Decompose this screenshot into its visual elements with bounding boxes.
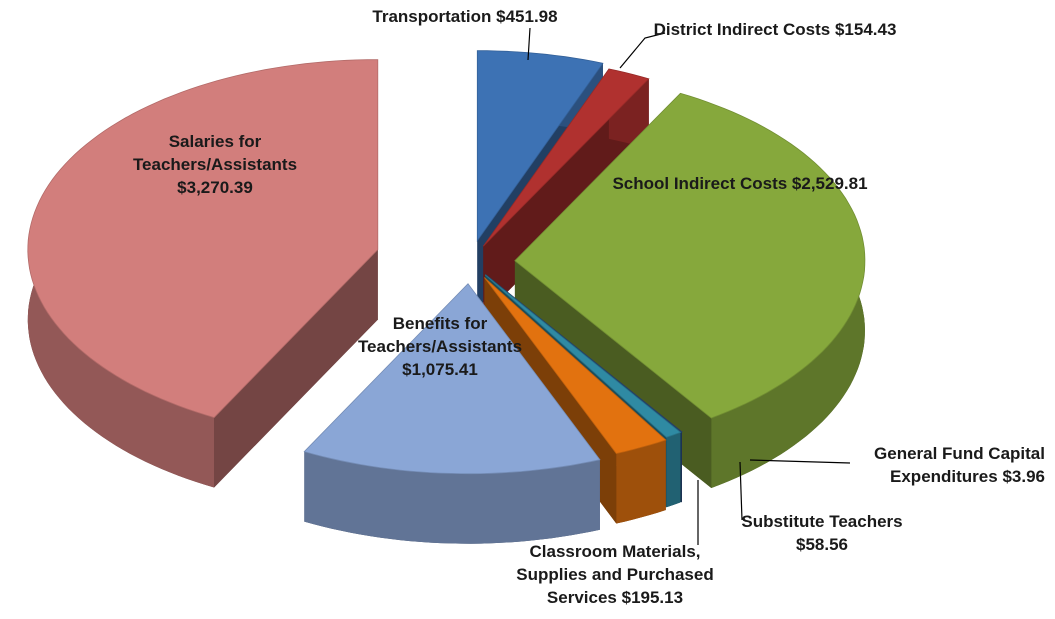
value-label: $154.43 (834, 20, 897, 39)
value-label: $451.98 (496, 7, 558, 26)
category-name: District Indirect Costs (653, 20, 831, 39)
slice-top (484, 274, 682, 438)
slice-label: General Fund Capital Expenditures $3.96 (800, 442, 1045, 488)
slice-label: Salaries for Teachers/Assistants $3,270.… (105, 130, 325, 199)
category-name: Transportation (372, 7, 492, 26)
value-label: $2,529.81 (791, 174, 868, 193)
leader-line (749, 459, 851, 464)
category-name: General Fund Capital Expenditures (874, 444, 1045, 486)
slice-top (484, 277, 667, 454)
value-label: $3,270.39 (177, 178, 253, 197)
slice-label: Benefits for Teachers/Assistants $1,075.… (330, 312, 550, 381)
category-name: School Indirect Costs (612, 174, 788, 193)
slice-label: Transportation $451.98 (330, 5, 600, 28)
value-label: $195.13 (621, 588, 684, 607)
slice-rim (666, 432, 681, 508)
slice-rim (616, 440, 666, 524)
slice-label: District Indirect Costs $154.43 (650, 18, 900, 41)
slice (27, 59, 379, 488)
slice-top (482, 68, 650, 247)
slice-rim (681, 431, 682, 503)
slice-top (27, 59, 379, 418)
slice (303, 283, 601, 544)
category-name: Benefits for Teachers/Assistants (357, 314, 523, 356)
value-label: $1,075.41 (402, 360, 478, 379)
leader-line (739, 461, 743, 521)
category-name: Salaries for Teachers/Assistants (132, 132, 298, 174)
category-name: Substitute Teachers (741, 512, 903, 531)
category-name: Classroom Materials, Supplies and Purcha… (516, 542, 714, 607)
slice-rim (304, 451, 600, 544)
slice (514, 92, 866, 489)
slice-top (303, 283, 601, 475)
slice-top (476, 50, 604, 242)
leader-line (527, 27, 531, 61)
slice-label: Classroom Materials, Supplies and Purcha… (495, 540, 735, 609)
slice-wall (214, 249, 378, 488)
value-label: $3.96 (1002, 467, 1045, 486)
slice-top (514, 92, 866, 419)
slice-top (485, 274, 683, 433)
leader-line (619, 32, 666, 69)
slice-label: School Indirect Costs $2,529.81 (610, 172, 870, 195)
slice-label: Substitute Teachers $58.56 (722, 510, 922, 556)
value-label: $58.56 (796, 535, 848, 554)
